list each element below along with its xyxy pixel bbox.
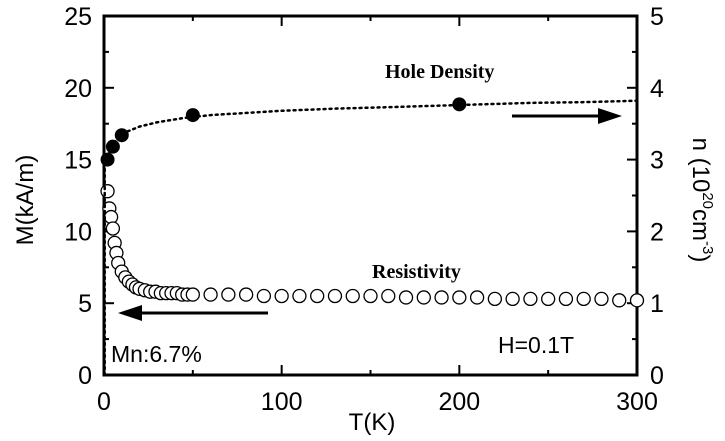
resistivity-point bbox=[594, 291, 609, 307]
resistivity-point bbox=[523, 291, 538, 307]
y-left-tick-label: 5 bbox=[78, 290, 92, 318]
y-left-axis-title: M(kA/m) bbox=[12, 155, 39, 246]
resistivity-point bbox=[381, 288, 396, 304]
series-layer bbox=[100, 97, 645, 377]
x-axis-title: T(K) bbox=[349, 409, 396, 436]
y-right-tick-label: 5 bbox=[650, 3, 664, 31]
y-left-tick-label: 15 bbox=[64, 147, 92, 175]
y-right-title-part-1: n (10 bbox=[687, 138, 714, 193]
resistivity-point bbox=[434, 290, 449, 305]
y-right-tick-label: 0 bbox=[650, 362, 664, 390]
y-left-tick-label: 0 bbox=[78, 362, 92, 390]
right-axis-arrow bbox=[512, 108, 622, 124]
y-right-tick-label: 4 bbox=[650, 75, 664, 103]
resistivity-point bbox=[558, 291, 574, 307]
hole-density-label: Hole Density bbox=[385, 61, 494, 83]
resistivity-point bbox=[274, 288, 289, 304]
resistivity-point bbox=[487, 291, 503, 307]
resistivity-point bbox=[541, 291, 556, 307]
axis-ticks bbox=[103, 15, 638, 376]
y-left-tick-label: 25 bbox=[64, 3, 92, 31]
resistivity-point bbox=[103, 209, 119, 225]
resistivity-point bbox=[238, 287, 254, 302]
resistivity-point bbox=[105, 221, 121, 236]
y-right-tick-label: 1 bbox=[650, 290, 664, 318]
y-right-axis-title: n (1020cm-3) bbox=[687, 138, 716, 263]
left-axis-arrow bbox=[118, 305, 268, 321]
resistivity-point bbox=[469, 290, 485, 305]
x-tick-label: 0 bbox=[97, 388, 111, 416]
y-right-tick-label: 3 bbox=[650, 147, 664, 175]
dotted-curve bbox=[106, 99, 639, 161]
hole-density-point bbox=[452, 97, 467, 112]
resistivity-point bbox=[505, 291, 520, 307]
resistivity-point bbox=[629, 293, 645, 308]
resistivity-point bbox=[221, 287, 236, 302]
resistivity-point bbox=[452, 290, 467, 305]
resistivity-point bbox=[612, 293, 627, 308]
resistivity-point bbox=[576, 291, 591, 307]
y-right-tick-label: 2 bbox=[650, 218, 664, 246]
y-right-title-exponent-2: -3 bbox=[699, 241, 716, 254]
resistivity-point bbox=[327, 288, 343, 304]
y-right-title-part-2: cm bbox=[687, 209, 714, 241]
x-tick-label: 200 bbox=[438, 388, 480, 416]
y-right-title-exponent: 20 bbox=[699, 192, 716, 209]
y-left-tick-label: 20 bbox=[64, 75, 92, 103]
x-tick-label: 100 bbox=[261, 388, 303, 416]
plot-frame bbox=[102, 14, 639, 377]
resistivity-point bbox=[185, 287, 200, 302]
hole-density-point bbox=[185, 108, 200, 123]
y-right-title-part-3: ) bbox=[687, 254, 714, 262]
resistivity-point bbox=[256, 288, 272, 304]
resistivity-label: Resistivity bbox=[372, 261, 461, 283]
resistivity-point bbox=[363, 288, 378, 304]
resistivity-point bbox=[398, 290, 414, 305]
y-left-tick-label: 10 bbox=[64, 218, 92, 246]
sample-label: Mn:6.7% bbox=[111, 341, 202, 367]
x-tick-label: 300 bbox=[616, 388, 658, 416]
field-label: H=0.1T bbox=[498, 332, 574, 358]
resistivity-point bbox=[203, 287, 218, 302]
resistivity-point bbox=[292, 288, 307, 304]
resistivity-point bbox=[310, 288, 325, 304]
resistivity-point bbox=[100, 184, 115, 199]
resistivity-point bbox=[345, 288, 360, 304]
resistivity-point bbox=[416, 290, 431, 305]
